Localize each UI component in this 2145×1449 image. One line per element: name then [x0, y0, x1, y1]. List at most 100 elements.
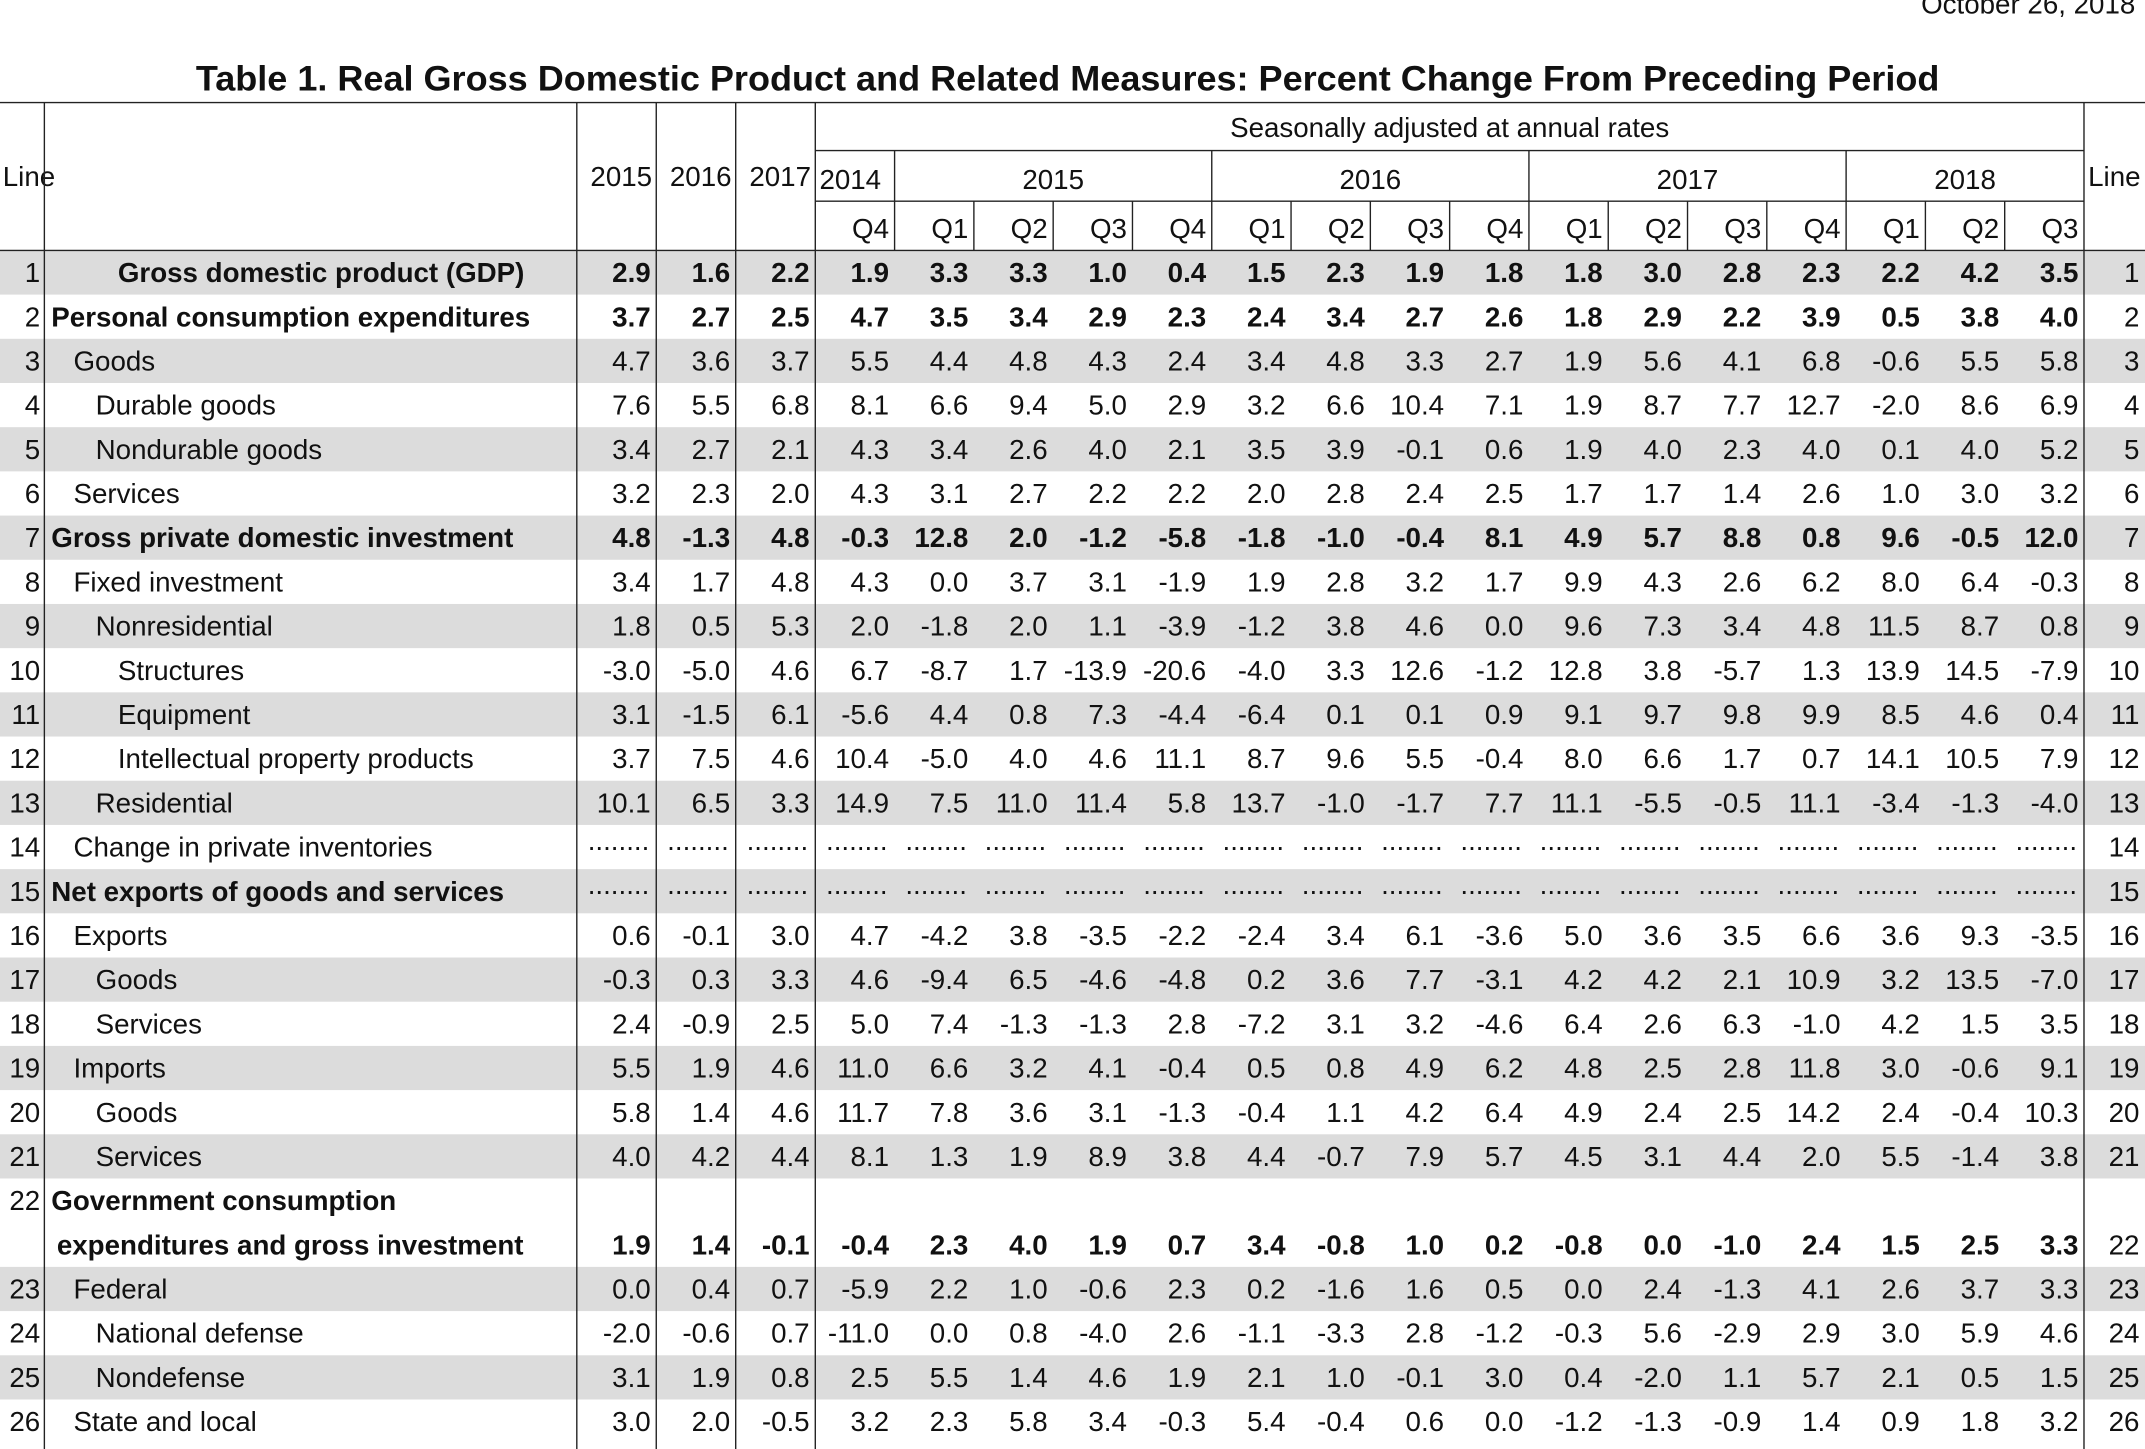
row-shade	[0, 1134, 2145, 1179]
cell-value: 2.7	[1406, 301, 1445, 332]
cell-value: ........	[826, 825, 888, 856]
cell-value: 1.6	[692, 257, 731, 288]
cell-value: 0.0	[930, 567, 969, 598]
line-number: 6	[2124, 478, 2139, 509]
quarter-label: Q2	[1011, 213, 1048, 244]
cell-value: 5.2	[2040, 434, 2079, 465]
cell-value: ........	[1223, 869, 1285, 900]
cell-value: 0.4	[2040, 699, 2079, 730]
cell-value: 4.0	[2040, 301, 2079, 332]
cell-value: 2.4	[1643, 1097, 1682, 1128]
cell-value: -0.8	[1317, 1230, 1365, 1261]
cell-value: 0.8	[1326, 1053, 1365, 1084]
cell-value: -2.9	[1714, 1318, 1762, 1349]
line-number: 4	[2124, 390, 2139, 421]
cell-value: 3.7	[1009, 567, 1048, 598]
cell-value: 4.6	[851, 964, 890, 995]
cell-value: 6.2	[1802, 567, 1841, 598]
line-number: 9	[25, 611, 40, 642]
cell-value: 10.5	[1945, 743, 1999, 774]
cell-value: 1.9	[692, 1362, 731, 1393]
cell-value: 3.7	[1961, 1274, 2000, 1305]
cell-value: 3.0	[1485, 1362, 1524, 1393]
cell-value: 4.3	[851, 567, 890, 598]
cell-value: 4.8	[771, 522, 810, 553]
cell-value: 2.3	[1723, 434, 1762, 465]
cell-value: 3.4	[1088, 1406, 1127, 1437]
cell-value: 2.4	[1168, 346, 1207, 377]
row-label: Change in private inventories	[73, 832, 432, 863]
cell-value: 6.9	[2040, 390, 2079, 421]
cell-value: -0.9	[1714, 1406, 1762, 1437]
line-number: 19	[9, 1053, 40, 1084]
cell-value: 6.6	[1643, 743, 1682, 774]
cell-value: -1.0	[1317, 788, 1365, 819]
cell-value: 2.4	[612, 1009, 651, 1040]
line-number: 5	[25, 434, 40, 465]
cell-value: 6.1	[771, 699, 810, 730]
cell-value: 0.5	[1485, 1274, 1524, 1305]
cell-value: 7.9	[2040, 743, 2079, 774]
cell-value: 6.8	[771, 390, 810, 421]
line-heading: Line	[2088, 161, 2140, 192]
cell-value: 2.5	[1643, 1053, 1682, 1084]
row-label: Services	[73, 478, 179, 509]
cell-value: -1.6	[1317, 1274, 1365, 1305]
seasonal-heading: Seasonally adjusted at annual rates	[1230, 112, 1669, 143]
cell-value: 4.3	[1088, 346, 1127, 377]
cell-value: 1.6	[1406, 1274, 1445, 1305]
cell-value: 4.2	[1406, 1097, 1445, 1128]
cell-value: -4.4	[1158, 699, 1206, 730]
cell-value: 3.3	[2040, 1274, 2079, 1305]
cell-value: 2.4	[1881, 1097, 1920, 1128]
cell-value: -1.1	[1238, 1318, 1286, 1349]
cell-value: 5.5	[851, 346, 890, 377]
cell-value: -0.4	[1158, 1053, 1206, 1084]
cell-value: 7.7	[1406, 964, 1445, 995]
cell-value: -1.3	[1951, 788, 1999, 819]
cell-value: 5.7	[1485, 1141, 1524, 1172]
cell-value: -1.3	[1158, 1097, 1206, 1128]
cell-value: 1.7	[1643, 478, 1682, 509]
quarter-label: Q1	[931, 213, 968, 244]
row-label: Goods	[96, 964, 178, 995]
cell-value: 12.8	[1549, 655, 1603, 686]
quarter-label: Q3	[1090, 213, 1127, 244]
cell-value: 6.5	[1009, 964, 1048, 995]
cell-value: 3.8	[1168, 1141, 1207, 1172]
quarter-label: Q2	[1645, 213, 1682, 244]
cell-value: 3.4	[1247, 346, 1286, 377]
line-number: 19	[2109, 1053, 2140, 1084]
cell-value: 3.1	[1326, 1009, 1365, 1040]
cell-value: 6.5	[692, 788, 731, 819]
cell-value: 4.3	[851, 434, 890, 465]
cell-value: 14.5	[1945, 655, 1999, 686]
cell-value: -1.2	[1555, 1406, 1603, 1437]
cell-value: -0.5	[1714, 788, 1762, 819]
cell-value: 6.7	[851, 655, 890, 686]
cell-value: 10.3	[2024, 1097, 2078, 1128]
cell-value: 4.8	[1326, 346, 1365, 377]
cell-value: 4.7	[851, 301, 890, 332]
cell-value: 9.6	[1881, 522, 1920, 553]
cell-value: 3.0	[1643, 257, 1682, 288]
cell-value: 1.8	[1564, 301, 1603, 332]
cell-value: 0.6	[1406, 1406, 1445, 1437]
cell-value: -1.0	[1793, 1009, 1841, 1040]
row-label: Nondefense	[96, 1362, 245, 1393]
cell-value: ........	[1936, 825, 1998, 856]
cell-value: 1.1	[1723, 1362, 1762, 1393]
cell-value: -1.3	[1634, 1406, 1682, 1437]
cell-value: ........	[985, 825, 1047, 856]
cell-value: 1.9	[1564, 434, 1603, 465]
cell-value: 11.0	[996, 788, 1048, 819]
row-shade	[0, 1355, 2145, 1400]
cell-value: 1.5	[1247, 257, 1286, 288]
cell-value: 3.6	[1326, 964, 1365, 995]
cell-value: ........	[1143, 825, 1205, 856]
cell-value: 10.9	[1787, 964, 1841, 995]
cell-value: 4.6	[1088, 743, 1127, 774]
line-number: 26	[9, 1406, 40, 1437]
annual-year: 2017	[749, 161, 811, 192]
